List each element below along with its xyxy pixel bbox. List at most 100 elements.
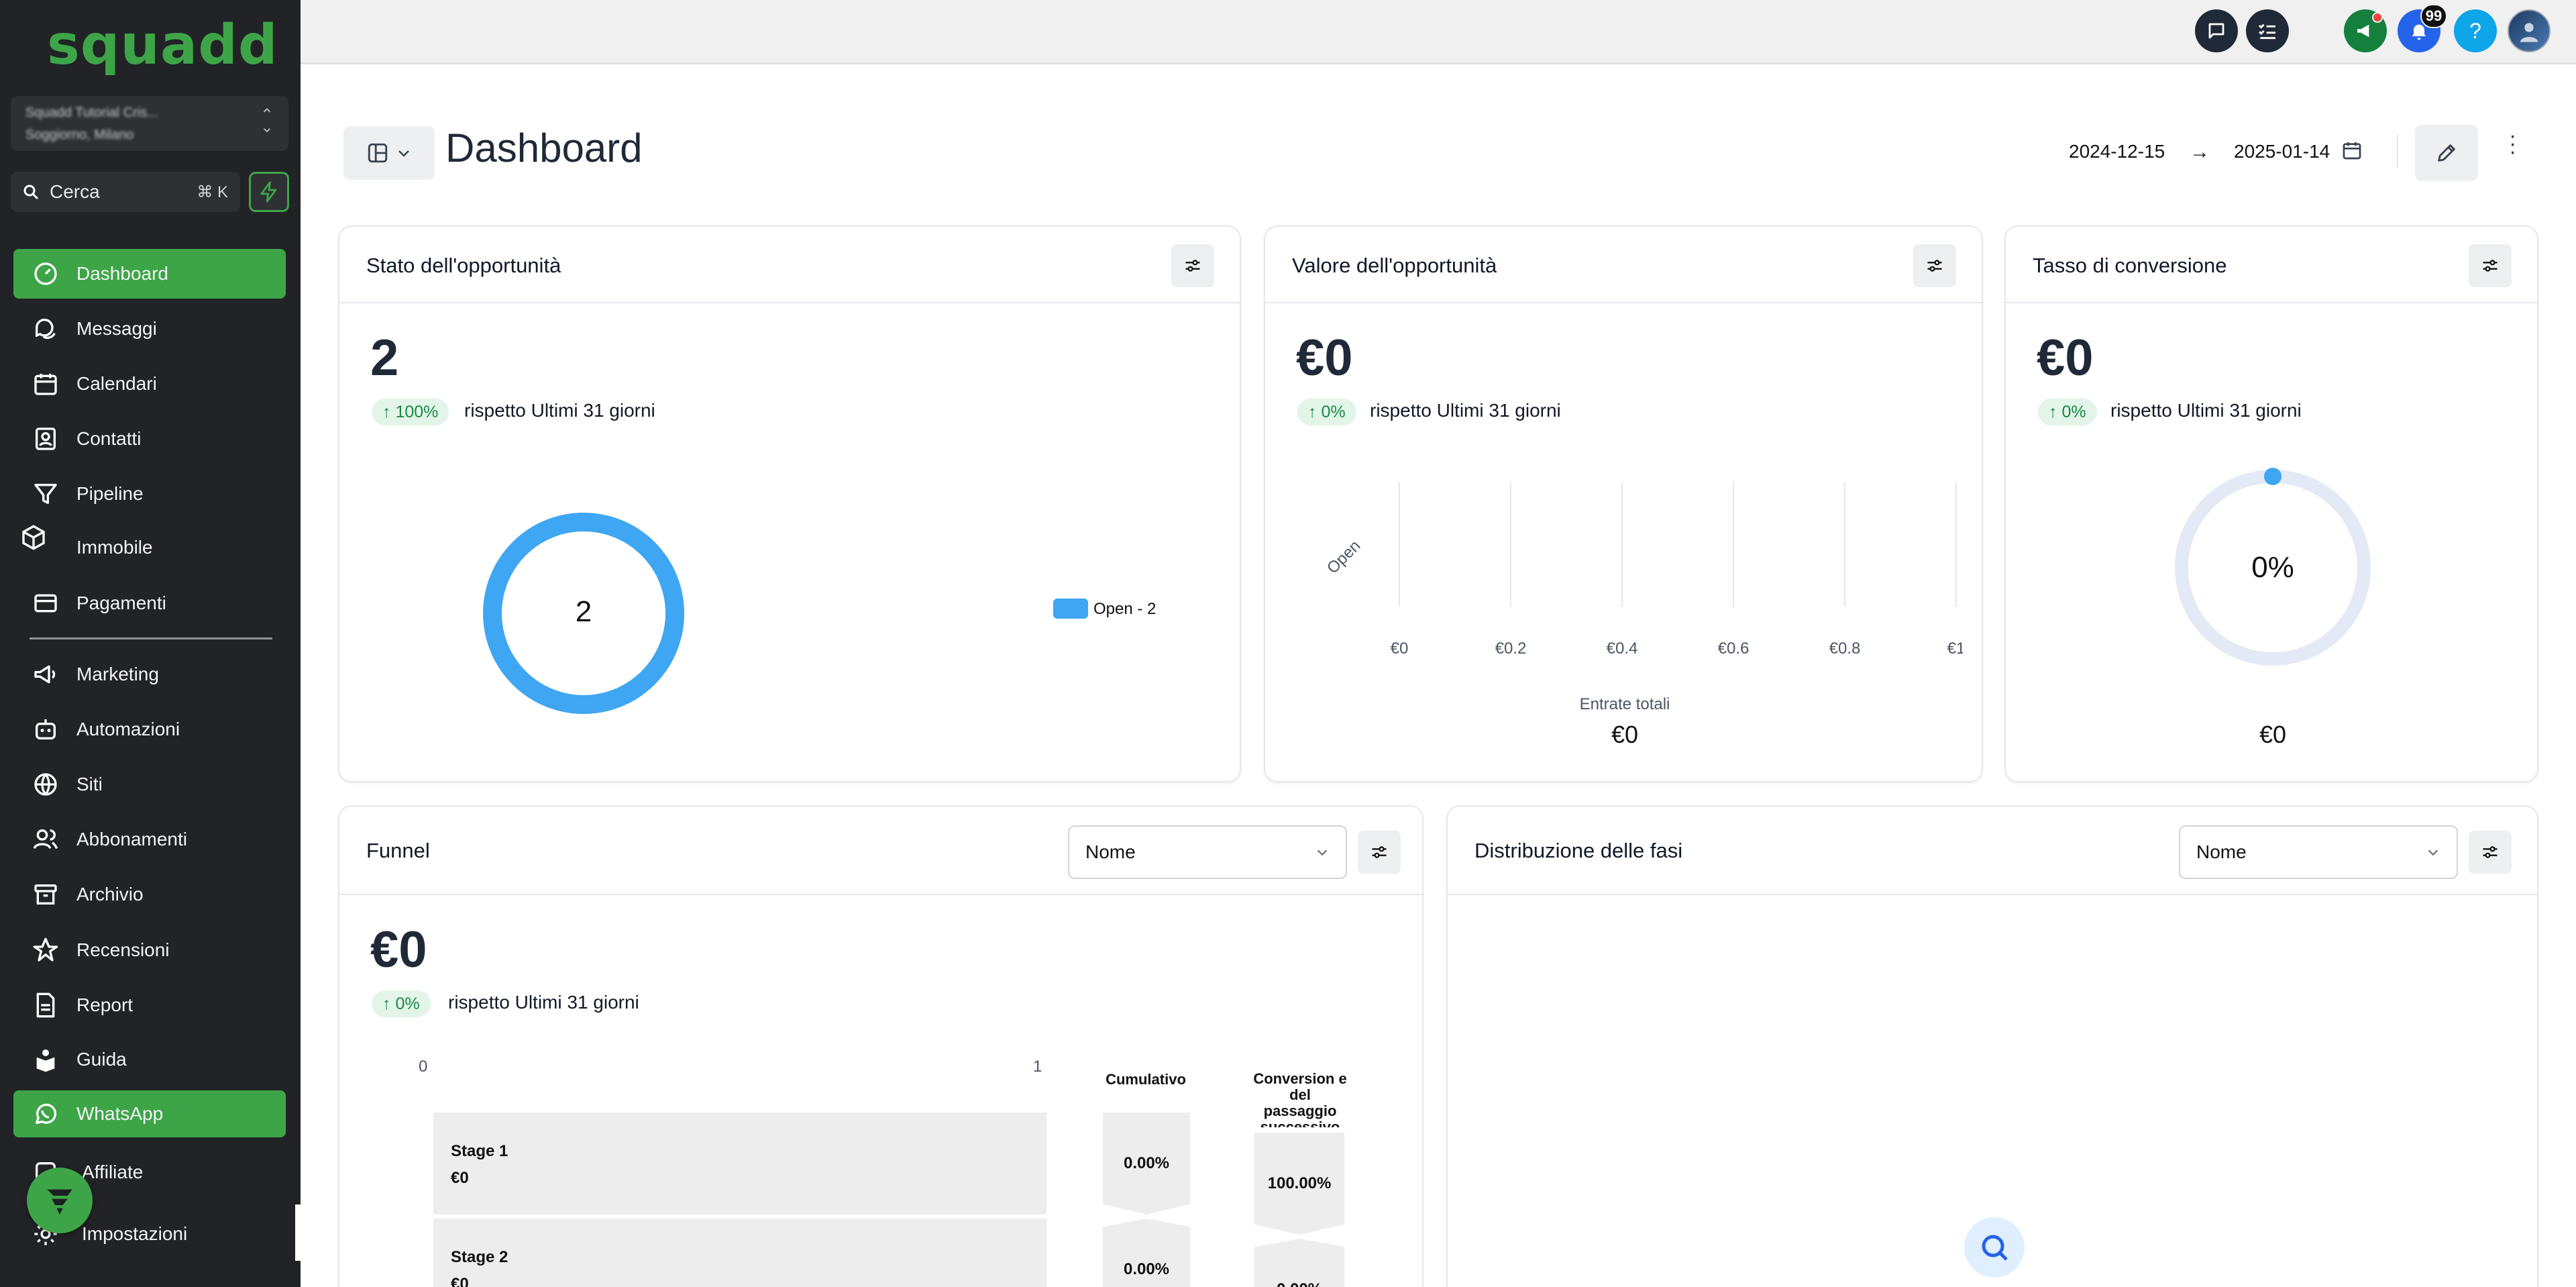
message-icon bbox=[2208, 23, 2224, 39]
sidebar-item-pipeline[interactable]: Pipeline bbox=[13, 469, 286, 519]
sidebar-item-archivio[interactable]: Archivio bbox=[13, 870, 286, 919]
card-metric-value: 2 bbox=[370, 329, 399, 387]
tasks-button[interactable] bbox=[2246, 9, 2289, 52]
search-bar[interactable]: Cerca ⌘ K bbox=[11, 172, 240, 212]
sidebar-item-contatti[interactable]: Contatti bbox=[13, 414, 286, 464]
calendar-icon[interactable] bbox=[2341, 140, 2363, 161]
date-from[interactable]: 2024-12-15 bbox=[2069, 141, 2165, 162]
sidebar-item-label: Contatti bbox=[76, 428, 142, 449]
card-header bbox=[339, 227, 1240, 303]
distribution-filter-dropdown[interactable]: Nome bbox=[2179, 825, 2458, 879]
sidebar-item-calendari[interactable]: Calendari bbox=[13, 359, 286, 409]
gauge-indicator bbox=[2264, 468, 2282, 485]
help-button[interactable]: ? bbox=[2454, 9, 2497, 52]
card-metric-value: €0 bbox=[370, 921, 427, 978]
sidebar-item-affiliate[interactable]: Affiliate bbox=[13, 1147, 286, 1197]
comparison-text: rispetto Ultimi 31 giorni bbox=[464, 400, 655, 421]
sidebar-item-recensioni[interactable]: Recensioni bbox=[13, 925, 286, 975]
megaphone-icon bbox=[2357, 24, 2369, 38]
donut-center-label: 2 bbox=[576, 595, 592, 628]
sidebar-item-automazioni[interactable]: Automazioni bbox=[13, 705, 286, 754]
edit-dashboard-button[interactable] bbox=[2415, 125, 2478, 181]
account-switcher[interactable]: Squadd Tutorial Cris... Soggiorno, Milan… bbox=[11, 96, 288, 151]
quick-actions-button[interactable] bbox=[249, 172, 289, 212]
total-revenue-label: Entrate totali bbox=[1579, 695, 1670, 713]
stage-name: Stage 2 bbox=[451, 1248, 508, 1266]
account-location: Soggiorno, Milano bbox=[25, 127, 134, 142]
sidebar-item-messaggi[interactable]: Messaggi bbox=[13, 304, 286, 354]
x-tick-label: €0.6 bbox=[1718, 639, 1750, 658]
card-settings-button[interactable] bbox=[1358, 831, 1401, 874]
funnel-axis-max: 1 bbox=[1033, 1058, 1042, 1076]
opportunity-value-card: Valore dell'opportunità €0 ↑ 0% rispetto… bbox=[1264, 225, 1983, 782]
sidebar-item-report[interactable]: Report bbox=[13, 980, 286, 1030]
guide-icon bbox=[31, 1045, 60, 1074]
sidebar-item-dashboard[interactable]: Dashboard bbox=[13, 249, 286, 299]
x-tick-label: €0.8 bbox=[1829, 639, 1861, 658]
comparison-text: rispetto Ultimi 31 giorni bbox=[1370, 400, 1561, 421]
megaphone-icon bbox=[31, 660, 60, 689]
funnel-stage-row[interactable]: Stage 1 €0 bbox=[433, 1113, 1046, 1215]
x-tick-label: €1 bbox=[1947, 639, 1963, 658]
conversion-column-header: Conversion e del passaggio successivo bbox=[1253, 1071, 1347, 1127]
date-range-arrow: → bbox=[2190, 141, 2210, 163]
y-category-label: Open bbox=[1324, 537, 1364, 578]
dashboard-switcher-button[interactable] bbox=[343, 126, 435, 180]
sidebar-item-label: Automazioni bbox=[76, 719, 180, 739]
gauge-icon bbox=[31, 259, 60, 289]
sidebar-item-marketing[interactable]: Marketing bbox=[13, 650, 286, 699]
star-icon bbox=[31, 935, 60, 965]
stage-cumulative: 0.00% bbox=[1103, 1219, 1190, 1287]
dropdown-value: Nome bbox=[2196, 841, 2247, 862]
card-header bbox=[2006, 227, 2537, 303]
donut-slice-open[interactable] bbox=[483, 513, 684, 714]
page-title: Dashboard bbox=[445, 125, 643, 170]
sidebar-item-label: Marketing bbox=[76, 664, 159, 684]
sidebar-item-immobile[interactable]: Immobile bbox=[13, 523, 286, 572]
search-placeholder: Cerca bbox=[50, 181, 100, 202]
gauge-center-label: 0% bbox=[2251, 551, 2294, 584]
sidebar-item-guida[interactable]: Guida bbox=[13, 1035, 286, 1084]
card-settings-button[interactable] bbox=[2469, 244, 2512, 287]
stage-distribution-card: Distribuzione delle fasi Nome bbox=[1446, 805, 2538, 1287]
support-fab-button[interactable] bbox=[27, 1168, 93, 1233]
sidebar-item-impostazioni[interactable]: Impostazioni bbox=[13, 1209, 286, 1259]
user-avatar[interactable] bbox=[2508, 9, 2551, 52]
sliders-icon bbox=[2483, 260, 2498, 272]
stage-name: Stage 1 bbox=[451, 1142, 508, 1160]
card-settings-button[interactable] bbox=[1913, 244, 1956, 287]
card-header bbox=[1448, 807, 2537, 895]
date-to[interactable]: 2025-01-14 bbox=[2234, 141, 2330, 162]
chevron-up-down-icon: ⌃ ⌄ bbox=[260, 106, 274, 136]
sidebar-item-siti[interactable]: Siti bbox=[13, 760, 286, 809]
card-metric-value: €0 bbox=[1296, 329, 1353, 387]
cube-icon bbox=[19, 523, 48, 552]
sidebar-item-label: Guida bbox=[76, 1049, 127, 1070]
sidebar-item-pagamenti[interactable]: Pagamenti bbox=[13, 578, 286, 628]
change-badge: ↑ 0% bbox=[1297, 399, 1356, 425]
card-settings-button[interactable] bbox=[2469, 831, 2512, 874]
legend-label: Open - 2 bbox=[1093, 600, 1157, 618]
funnel-stage-row[interactable]: Stage 2 €0 bbox=[433, 1219, 1046, 1287]
sidebar-item-abbonamenti[interactable]: Abbonamenti bbox=[13, 815, 286, 864]
announcements-button[interactable] bbox=[2344, 9, 2387, 52]
chevron-down-icon bbox=[2428, 850, 2438, 856]
calendar-icon bbox=[31, 369, 60, 399]
loading-indicator bbox=[1964, 1217, 2025, 1278]
card-title: Distribuzione delle fasi bbox=[1474, 839, 1683, 862]
sidebar-item-label: Abbonamenti bbox=[76, 829, 188, 850]
chat-button[interactable] bbox=[2195, 9, 2238, 52]
stage-cumulative: 0.00% bbox=[1103, 1113, 1190, 1215]
more-options-icon[interactable]: · · · bbox=[2509, 123, 2517, 164]
funnel-filter-dropdown[interactable]: Nome bbox=[1068, 825, 1347, 879]
sidebar-item-whatsapp[interactable]: WhatsApp bbox=[13, 1090, 286, 1137]
cumulative-column-header: Cumulativo bbox=[1106, 1071, 1186, 1088]
notifications-button[interactable]: 99 bbox=[2398, 4, 2447, 52]
pencil-icon bbox=[2438, 144, 2455, 162]
users-icon bbox=[31, 825, 60, 854]
funnel-logo-icon bbox=[47, 1189, 72, 1215]
card-settings-button[interactable] bbox=[1171, 244, 1214, 287]
change-badge: ↑ 0% bbox=[2038, 399, 2097, 425]
card-title: Stato dell'opportunità bbox=[366, 254, 561, 277]
sidebar-item-label: Pagamenti bbox=[76, 593, 166, 613]
